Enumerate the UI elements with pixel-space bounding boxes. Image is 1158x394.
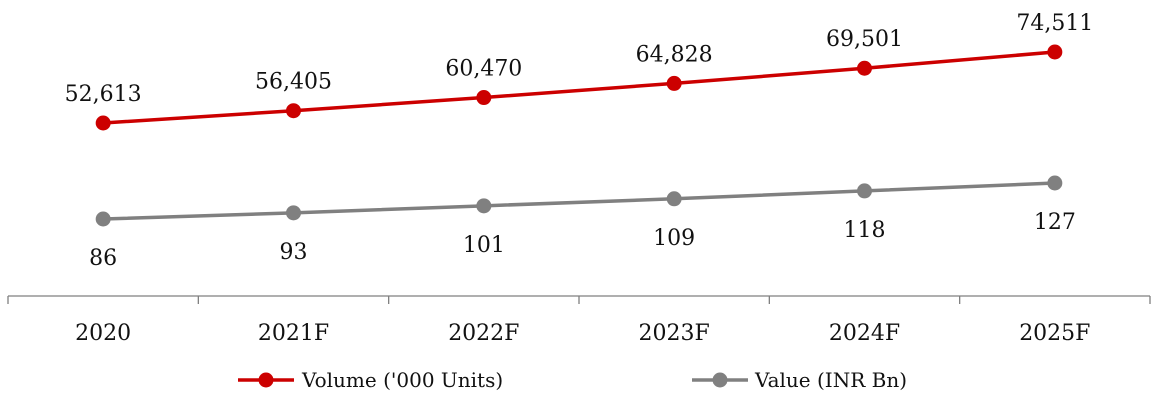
x-tick-label: 2020 [75,321,131,346]
legend-label: Volume ('000 Units) [301,368,503,392]
data-labels: 52,613 56,405 60,470 64,828 69,501 74,511 86 93… [65,11,1094,271]
data-point-value [666,191,682,207]
data-point-value [857,183,872,199]
legend: Volume ('000 Units) Value (INR Bn) [238,368,907,392]
legend-swatch-marker [258,372,274,388]
data-point-value [286,205,301,221]
data-point-value [1047,175,1063,191]
series-line-volume [103,50,1055,125]
x-tick-label: 2023F [639,321,710,346]
data-label-volume: 69,501 [826,27,903,52]
data-label-volume: 60,470 [445,57,522,82]
data-label-value: 93 [280,240,308,265]
data-label-value: 101 [463,233,505,258]
legend-item-value: Value (INR Bn) [692,368,907,392]
data-label-volume: 64,828 [636,42,713,67]
x-tick-label: 2025F [1019,321,1090,346]
data-point-volume [95,115,111,131]
legend-label: Value (INR Bn) [754,368,907,392]
x-axis: 2020 2021F 2022F 2023F 2024F 2025F [7,295,1151,346]
x-tick-label: 2024F [829,321,900,346]
data-label-value: 127 [1034,210,1076,235]
series-line-value [103,181,1055,221]
data-point-volume [666,75,682,91]
data-point-volume [476,90,492,106]
data-point-value [476,198,492,214]
data-label-value: 118 [844,218,886,243]
data-label-value: 109 [653,226,695,251]
data-point-volume [286,103,301,119]
data-label-volume: 52,613 [65,82,142,107]
x-tick-label: 2021F [258,321,329,346]
data-point-value [95,211,111,227]
data-label-volume: 74,511 [1016,11,1093,36]
data-label-value: 86 [89,246,117,271]
data-point-volume [1047,44,1063,60]
legend-item-volume: Volume ('000 Units) [238,368,503,392]
x-tick-label: 2022F [448,321,519,346]
legend-swatch-marker [712,372,728,388]
data-label-volume: 56,405 [255,70,332,95]
series-layer [95,44,1063,227]
data-point-volume [857,60,872,76]
